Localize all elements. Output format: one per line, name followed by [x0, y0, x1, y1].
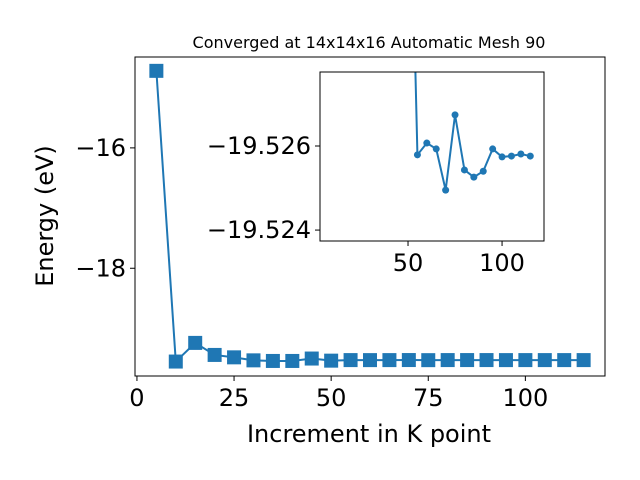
y-tick-label: −19.524: [207, 216, 311, 244]
marker: [526, 152, 534, 160]
y-tick-label: −19.526: [207, 132, 311, 160]
y-tick-label: −16: [75, 134, 126, 162]
marker: [246, 353, 261, 368]
marker: [557, 353, 572, 368]
marker: [227, 350, 242, 365]
x-tick-label: 50: [316, 384, 347, 412]
marker: [442, 186, 450, 194]
marker: [498, 353, 513, 368]
marker: [324, 353, 339, 368]
marker: [423, 139, 431, 147]
plot-group: [413, 72, 534, 194]
marker: [479, 167, 487, 175]
x-tick-label: 25: [219, 384, 250, 412]
x-tick-label: 50: [393, 249, 424, 277]
marker: [537, 353, 552, 368]
x-tick-label: 75: [413, 384, 444, 412]
x-tick-label: 100: [479, 249, 525, 277]
marker: [343, 353, 358, 368]
x-tick-label: 0: [129, 384, 144, 412]
marker: [498, 153, 506, 161]
marker: [413, 151, 421, 159]
marker: [576, 353, 591, 368]
marker: [363, 353, 377, 368]
marker: [432, 145, 440, 153]
marker: [470, 173, 478, 181]
marker: [188, 335, 203, 350]
marker: [517, 150, 525, 158]
plot-group: [149, 63, 591, 369]
marker: [489, 145, 497, 153]
marker: [382, 353, 397, 368]
marker: [304, 351, 319, 366]
marker: [265, 353, 280, 368]
marker: [479, 353, 494, 368]
plot-frame: [319, 71, 545, 242]
marker: [285, 353, 300, 368]
x-tick-label: 100: [502, 384, 548, 412]
marker: [401, 353, 416, 368]
marker: [440, 353, 455, 368]
marker: [451, 111, 459, 119]
marker: [460, 166, 468, 174]
plot-frame: [134, 56, 606, 377]
marker: [421, 353, 436, 368]
marker: [207, 347, 222, 362]
x-axis-label: Increment in K point: [247, 420, 491, 448]
marker: [168, 354, 183, 369]
marker: [149, 63, 164, 78]
chart-title: Converged at 14x14x16 Automatic Mesh 90: [193, 33, 546, 52]
y-axis-label: Energy (eV): [31, 145, 59, 287]
y-tick-label: −18: [75, 254, 126, 282]
marker: [460, 353, 475, 368]
marker: [518, 353, 533, 368]
marker: [507, 152, 515, 160]
